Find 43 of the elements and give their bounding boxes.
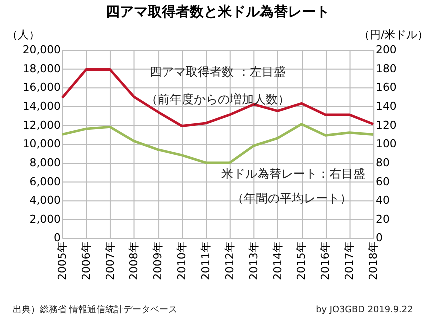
y-tick-label: 12,000 (22, 118, 62, 132)
y2-axis-title: （円/米ドル） (359, 28, 429, 42)
annotation: 四アマ取得者数 ：左目盛 (150, 64, 286, 79)
y2-tick-label: 160 (376, 81, 397, 94)
x-tick-label: 2017年 (343, 242, 356, 280)
x-tick-label: 2011年 (199, 242, 212, 280)
x-tick-label: 2007年 (104, 242, 117, 280)
chart-title: 四アマ取得者数と米ドル為替レート (106, 4, 330, 20)
x-tick-label: 2009年 (152, 242, 165, 280)
x-tick-label: 2015年 (295, 242, 308, 280)
y-tick-label: 16,000 (22, 81, 62, 94)
y2-tick-label: 20 (376, 212, 390, 226)
y2-tick-label: 200 (376, 43, 397, 56)
y-tick-label: 8,000 (30, 156, 62, 170)
x-tick-label: 2008年 (128, 242, 141, 280)
y2-tick-label: 180 (376, 62, 397, 76)
y2-tick-label: 100 (376, 138, 397, 151)
annotation: 米ドル為替レート：右目盛 (222, 166, 366, 181)
y-tick-label: 10,000 (22, 138, 62, 151)
annotation: （年間の平均レート） (232, 192, 352, 206)
x-tick-label: 2010年 (176, 242, 189, 280)
y-tick-label: 20,000 (22, 43, 62, 56)
y-axis-title: （人） (6, 28, 40, 42)
line-series (61, 123, 375, 164)
y-tick-label: 14,000 (22, 100, 62, 113)
x-tick-label: 2006年 (80, 242, 93, 280)
y2-tick-label: 40 (376, 194, 390, 208)
y-tick-label: 2,000 (30, 212, 62, 226)
x-tick-label: 2016年 (319, 242, 332, 280)
y2-tick-label: 140 (376, 100, 397, 113)
x-tick-label: 2013年 (247, 242, 260, 280)
x-tick-label: 2005年 (56, 242, 69, 280)
x-tick-label: 2012年 (223, 242, 236, 280)
x-tick-label: 2014年 (271, 242, 284, 280)
y-tick-label: 4,000 (30, 194, 62, 208)
y2-tick-label: 80 (376, 156, 390, 170)
source-note: 出典）総務省 情報通信統計データベース (12, 304, 178, 316)
y-tick-label: 18,000 (22, 62, 62, 76)
y2-tick-label: 120 (376, 118, 397, 132)
text: by JO3GBD 2019.9.22 (316, 306, 414, 316)
y-tick-label: 6,000 (30, 175, 62, 188)
annotation: （前年度からの増加人数） (146, 92, 290, 107)
y2-tick-label: 60 (376, 175, 390, 188)
